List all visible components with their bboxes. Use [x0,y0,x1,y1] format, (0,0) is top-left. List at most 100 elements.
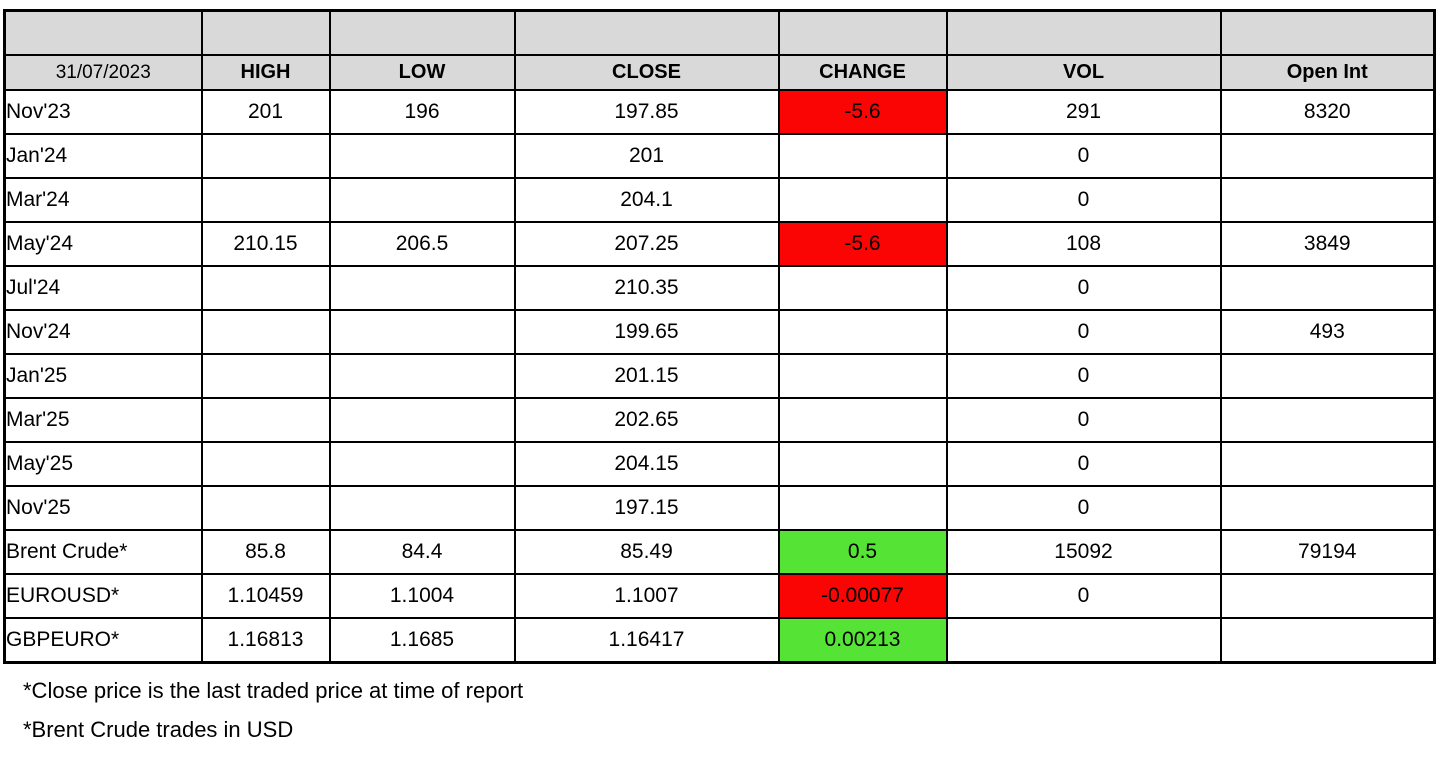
cell-low [328,177,516,223]
cell-label: Brent Crude* [3,529,203,575]
cell-high [200,133,331,179]
cell-change [777,485,948,531]
cell-high: 1.10459 [200,573,331,619]
column-header-high: HIGH [200,54,331,91]
cell-label: Mar'24 [3,177,203,223]
column-header-vol: VOL [945,54,1222,91]
header-row: 31/07/2023 HIGH LOW CLOSE CHANGE VOL Ope… [3,54,1436,91]
cell-vol: 108 [945,221,1222,267]
cell-open-int [1219,397,1436,443]
cell-low [328,133,516,179]
table-row: Jan'24 201 0 [3,133,1436,179]
cell-close: 204.1 [513,177,780,223]
column-header-change: CHANGE [777,54,948,91]
cell-change: -5.6 [777,221,948,267]
cell-low: 196 [328,89,516,135]
cell-change [777,177,948,223]
footnote-close-price: *Close price is the last traded price at… [23,678,524,703]
table-row: Nov'23 201 196 197.85 -5.6 291 8320 [3,89,1436,135]
cell-low: 1.1004 [328,573,516,619]
cell-high [200,441,331,487]
column-header-close: CLOSE [513,54,780,91]
spacer-cell [513,9,780,56]
cell-label: Nov'25 [3,485,203,531]
cell-open-int [1219,485,1436,531]
cell-high [200,265,331,311]
cell-change: -5.6 [777,89,948,135]
cell-close: 197.85 [513,89,780,135]
column-header-open-int: Open Int [1219,54,1436,91]
cell-open-int: 79194 [1219,529,1436,575]
spacer-cell [945,9,1222,56]
table-body: 31/07/2023 HIGH LOW CLOSE CHANGE VOL Ope… [3,9,1436,664]
cell-label: May'25 [3,441,203,487]
cell-vol: 0 [945,133,1222,179]
cell-close: 201.15 [513,353,780,399]
cell-close: 1.16417 [513,617,780,664]
table-row: Mar'24 204.1 0 [3,177,1436,223]
cell-low [328,441,516,487]
cell-change: 0.00213 [777,617,948,664]
cell-close: 204.15 [513,441,780,487]
table-row: EUROUSD* 1.10459 1.1004 1.1007 -0.00077 0 [3,573,1436,619]
cell-close: 199.65 [513,309,780,355]
cell-low: 84.4 [328,529,516,575]
cell-low [328,397,516,443]
cell-vol: 0 [945,353,1222,399]
spacer-cell [1219,9,1436,56]
cell-high [200,309,331,355]
cell-vol: 0 [945,573,1222,619]
cell-open-int [1219,133,1436,179]
footnote-brent-crude: *Brent Crude trades in USD [23,717,294,742]
spacer-cell [3,9,203,56]
table-row: Brent Crude* 85.8 84.4 85.49 0.5 15092 79194 [3,529,1436,575]
cell-high: 210.15 [200,221,331,267]
cell-close: 1.1007 [513,573,780,619]
cell-low [328,353,516,399]
cell-label: EUROUSD* [3,573,203,619]
cell-label: Mar'25 [3,397,203,443]
cell-high [200,485,331,531]
cell-high [200,177,331,223]
cell-open-int: 493 [1219,309,1436,355]
cell-change [777,397,948,443]
table-row: Nov'24 199.65 0 493 [3,309,1436,355]
cell-open-int: 3849 [1219,221,1436,267]
spacer-cell [777,9,948,56]
cell-change: 0.5 [777,529,948,575]
cell-vol: 0 [945,485,1222,531]
cell-label: Jan'25 [3,353,203,399]
spacer-cell [200,9,331,56]
price-report: 31/07/2023 HIGH LOW CLOSE CHANGE VOL Ope… [3,9,1436,742]
cell-vol: 0 [945,265,1222,311]
spacer-cell [328,9,516,56]
cell-open-int [1219,573,1436,619]
cell-low: 206.5 [328,221,516,267]
futures-price-table: 31/07/2023 HIGH LOW CLOSE CHANGE VOL Ope… [3,9,1436,664]
cell-high: 201 [200,89,331,135]
cell-label: GBPEURO* [3,617,203,664]
table-row: Mar'25 202.65 0 [3,397,1436,443]
cell-vol: 0 [945,309,1222,355]
cell-high: 85.8 [200,529,331,575]
cell-vol: 0 [945,441,1222,487]
cell-vol: 291 [945,89,1222,135]
table-row: Jul'24 210.35 0 [3,265,1436,311]
table-row: May'25 204.15 0 [3,441,1436,487]
cell-low [328,485,516,531]
cell-label: May'24 [3,221,203,267]
cell-close: 207.25 [513,221,780,267]
cell-label: Jul'24 [3,265,203,311]
cell-change: -0.00077 [777,573,948,619]
cell-change [777,133,948,179]
cell-close: 85.49 [513,529,780,575]
cell-open-int [1219,441,1436,487]
cell-close: 210.35 [513,265,780,311]
cell-close: 202.65 [513,397,780,443]
cell-vol: 0 [945,177,1222,223]
cell-vol: 15092 [945,529,1222,575]
cell-open-int [1219,617,1436,664]
table-row: Nov'25 197.15 0 [3,485,1436,531]
cell-change [777,309,948,355]
column-header-low: LOW [328,54,516,91]
